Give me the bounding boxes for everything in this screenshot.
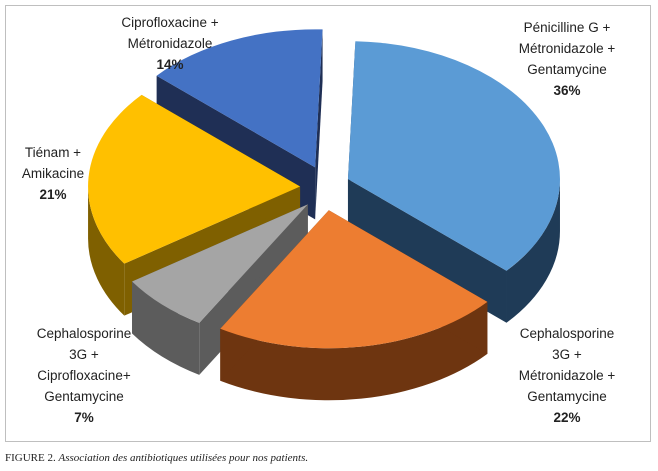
figure-caption: FIGURE 2. Association des antibiotiques … — [5, 452, 308, 464]
pie-slice-top — [132, 204, 308, 323]
caption-text: Association des antibiotiques utilisées … — [58, 452, 309, 464]
slice-label-cephalosporine-metronidazole: Cephalosporine 3G + Métronidazole + Gent… — [518, 326, 616, 425]
pie-slice-2 — [132, 204, 308, 375]
slice-label-ciprofloxacine-metronidazole: Ciprofloxacine + Métronidazole 14% — [121, 15, 219, 72]
pie-slice-top — [156, 29, 323, 168]
caption-label: FIGURE 2. — [5, 452, 56, 464]
pie-slice-0 — [347, 41, 560, 323]
slice-label-penicilline: Pénicilline G + Métronidazole + Gentamyc… — [518, 20, 616, 98]
slice-label-tienam: Tiénam + Amikacine 21% — [21, 145, 85, 202]
pie-slice-side — [220, 301, 488, 401]
pie-slice-side — [506, 179, 560, 323]
pie-slice-face — [347, 179, 507, 323]
pie-slice-1 — [220, 210, 488, 401]
slice-label-cephalosporine-ciprofloxacine: Cephalosporine 3G + Ciprofloxacine+ Gent… — [36, 326, 132, 425]
pie-slice-top — [347, 41, 560, 271]
pie-slice-face — [315, 29, 323, 220]
pie-slice-top — [220, 210, 488, 349]
pie-slice-side — [88, 186, 125, 316]
pie-slice-top — [88, 94, 301, 264]
